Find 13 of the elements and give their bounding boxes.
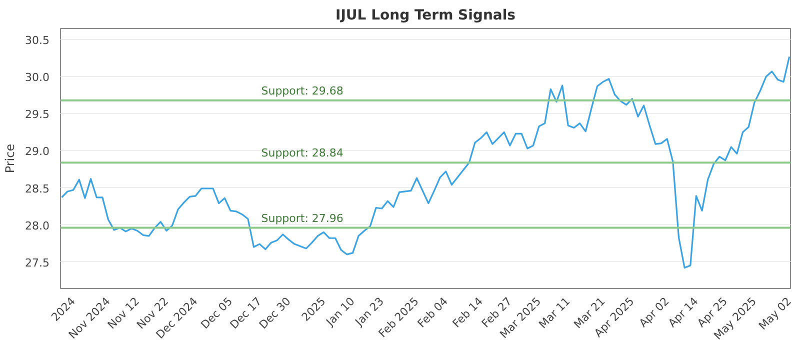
ref-line-label: Support: 29.68: [261, 84, 344, 98]
y-axis-title: Price: [3, 144, 18, 174]
y-tick-label: 30.0: [25, 71, 50, 84]
chart-title: IJUL Long Term Signals: [336, 8, 516, 24]
ref-line-label: Support: 28.84: [261, 146, 344, 160]
y-tick-label: 29.0: [25, 145, 50, 158]
y-tick-label: 28.5: [25, 182, 50, 196]
y-tick-label: 27.5: [25, 256, 50, 270]
y-tick-label: 30.5: [25, 34, 50, 48]
line-series: [60, 56, 790, 269]
ref-line-label: Support: 27.96: [261, 212, 344, 225]
y-tick-label: 28.0: [25, 219, 50, 232]
y-tick-label: 29.5: [25, 108, 50, 122]
